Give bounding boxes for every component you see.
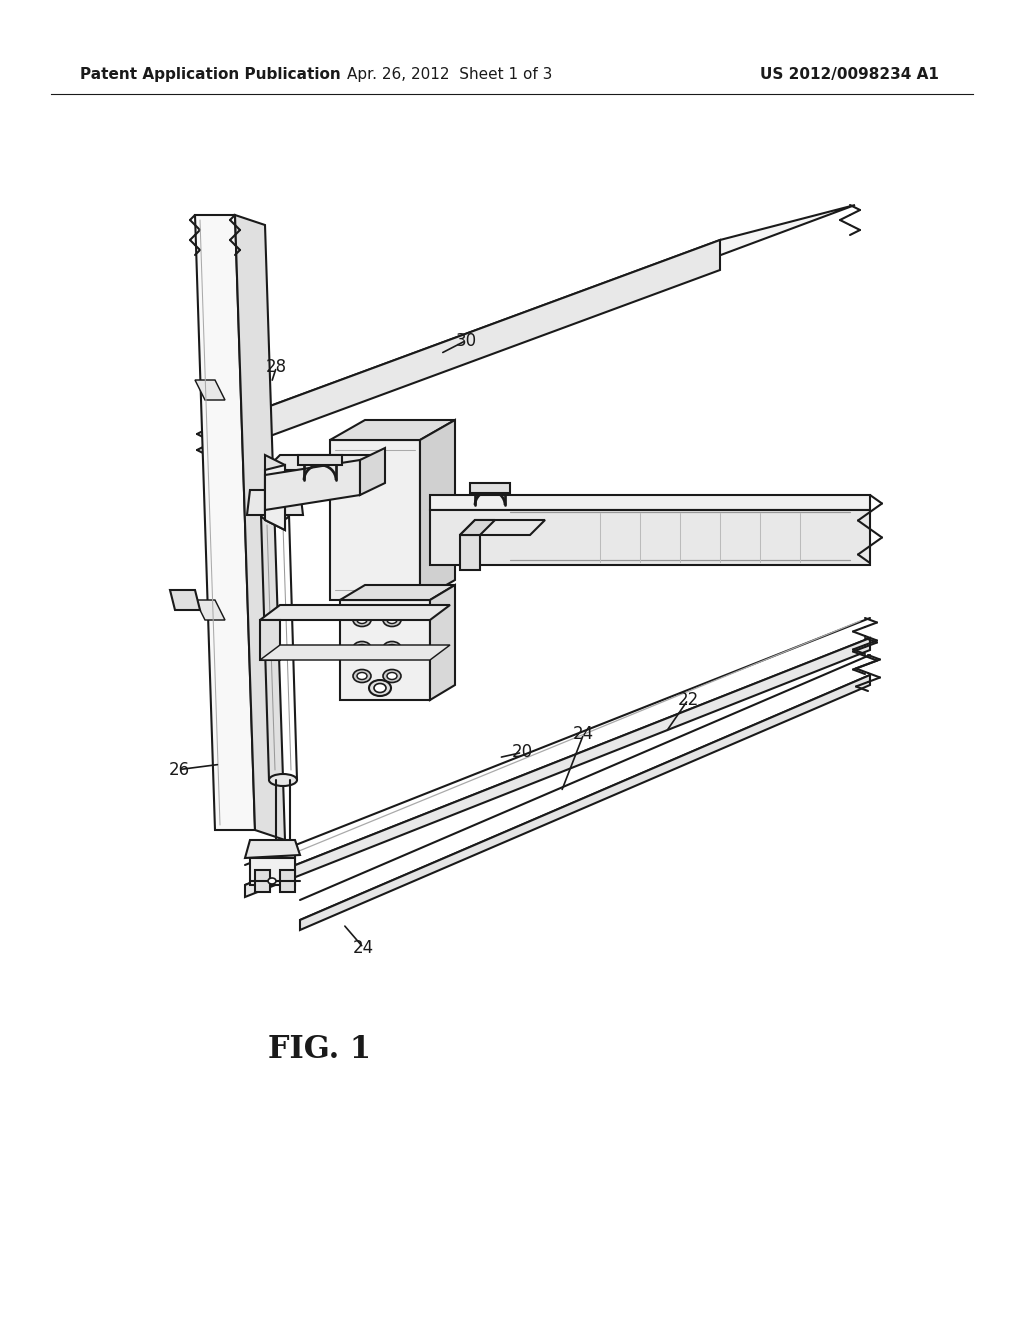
Ellipse shape <box>387 672 397 680</box>
Ellipse shape <box>269 774 297 785</box>
Ellipse shape <box>383 669 401 682</box>
Ellipse shape <box>271 492 279 498</box>
Polygon shape <box>340 585 455 601</box>
Polygon shape <box>460 520 545 535</box>
Ellipse shape <box>357 644 367 652</box>
Ellipse shape <box>268 878 276 884</box>
Polygon shape <box>170 590 200 610</box>
Ellipse shape <box>353 669 371 682</box>
Text: Apr. 26, 2012  Sheet 1 of 3: Apr. 26, 2012 Sheet 1 of 3 <box>347 67 553 82</box>
Polygon shape <box>470 483 510 492</box>
Text: US 2012/0098234 A1: US 2012/0098234 A1 <box>760 67 939 82</box>
Polygon shape <box>330 420 455 440</box>
Polygon shape <box>247 490 303 515</box>
Polygon shape <box>360 447 385 495</box>
Polygon shape <box>430 510 870 565</box>
Text: FIG. 1: FIG. 1 <box>268 1035 372 1065</box>
Text: 28: 28 <box>266 358 287 376</box>
Polygon shape <box>460 535 480 570</box>
Text: 20: 20 <box>512 743 532 762</box>
Ellipse shape <box>387 644 397 652</box>
Ellipse shape <box>383 614 401 627</box>
Polygon shape <box>300 675 870 931</box>
Polygon shape <box>460 520 495 535</box>
Polygon shape <box>195 215 255 830</box>
Text: 24: 24 <box>353 939 374 957</box>
Ellipse shape <box>357 672 367 680</box>
Ellipse shape <box>353 642 371 655</box>
Polygon shape <box>260 620 280 660</box>
Ellipse shape <box>353 614 371 627</box>
Text: 24: 24 <box>573 725 594 743</box>
Polygon shape <box>265 459 360 510</box>
Polygon shape <box>420 420 455 601</box>
Ellipse shape <box>374 684 386 693</box>
Text: Patent Application Publication: Patent Application Publication <box>80 67 341 82</box>
Ellipse shape <box>387 616 397 623</box>
Polygon shape <box>195 601 225 620</box>
Polygon shape <box>265 455 375 470</box>
Polygon shape <box>330 440 420 601</box>
Ellipse shape <box>267 488 283 502</box>
Polygon shape <box>205 205 855 430</box>
Polygon shape <box>430 585 455 700</box>
Text: 22: 22 <box>678 690 698 709</box>
Polygon shape <box>265 455 285 531</box>
Polygon shape <box>265 465 285 531</box>
Ellipse shape <box>369 680 391 696</box>
Ellipse shape <box>261 510 289 521</box>
Polygon shape <box>340 601 430 700</box>
Text: 30: 30 <box>456 331 476 350</box>
Polygon shape <box>280 870 295 892</box>
Text: 26: 26 <box>169 760 189 779</box>
Polygon shape <box>245 840 300 858</box>
Polygon shape <box>298 455 342 465</box>
Polygon shape <box>260 605 450 620</box>
Polygon shape <box>250 858 295 884</box>
Ellipse shape <box>278 859 288 866</box>
Polygon shape <box>195 380 225 400</box>
Polygon shape <box>430 495 870 510</box>
Ellipse shape <box>357 616 367 623</box>
Ellipse shape <box>383 642 401 655</box>
Polygon shape <box>245 638 870 898</box>
Polygon shape <box>260 645 450 660</box>
Polygon shape <box>234 215 285 840</box>
Ellipse shape <box>279 869 287 875</box>
Polygon shape <box>205 240 720 459</box>
Polygon shape <box>271 855 295 870</box>
Polygon shape <box>255 870 270 892</box>
